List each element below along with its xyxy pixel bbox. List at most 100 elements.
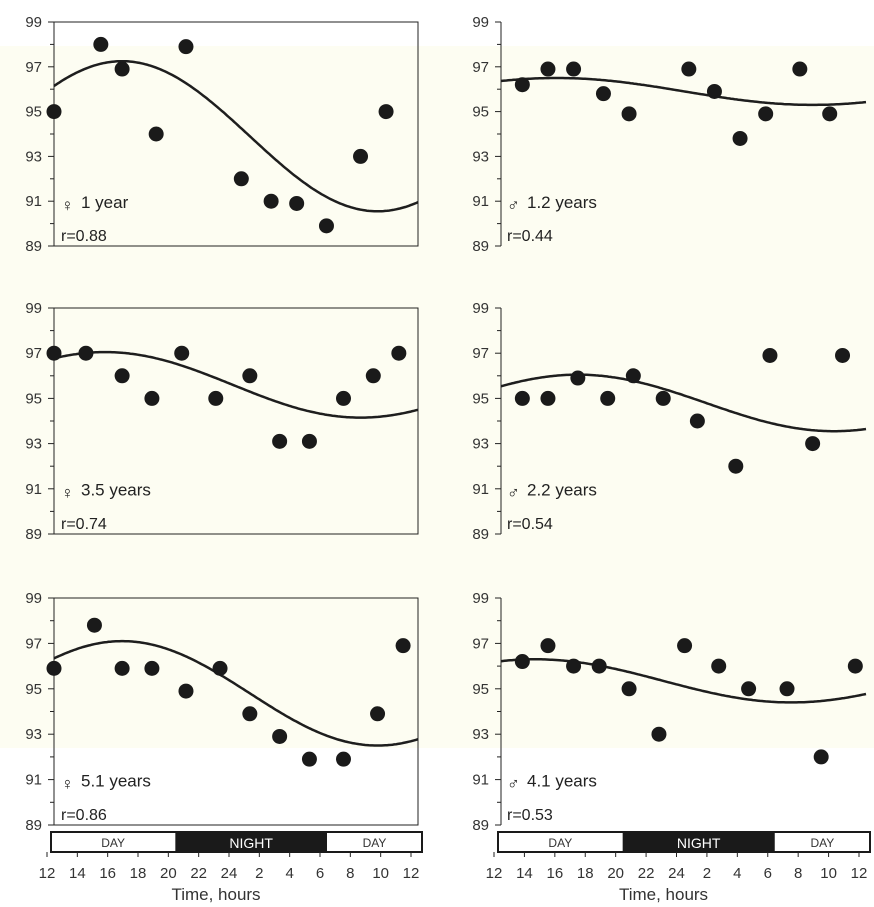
y-tick-label: 97 [472,635,489,652]
data-point [625,368,641,384]
y-tick-label: 93 [25,148,42,165]
y-tick-label: 99 [472,300,489,317]
data-point [600,390,616,406]
data-point [370,706,386,722]
data-point [46,345,62,361]
day-label-left: DAY [548,836,572,850]
data-point [813,749,829,765]
x-tick-label: 22 [190,865,207,882]
y-tick-label: 97 [25,635,42,652]
data-point [758,106,774,122]
data-point [835,347,851,363]
sex-symbol-icon: ♀ [61,774,74,793]
y-tick-label: 95 [25,104,42,121]
x-tick-label: 6 [316,865,324,882]
data-point [689,413,705,429]
data-point [591,658,607,674]
fitted-curve [53,639,419,747]
data-point [395,638,411,654]
y-tick-label: 93 [472,148,489,165]
x-tick-label: 20 [160,865,177,882]
x-tick-label: 6 [764,865,772,882]
x-tick-label: 12 [486,865,503,882]
x-axis-title: Time, hours [171,885,260,904]
correlation-label: r=0.54 [507,516,553,533]
data-point [762,347,778,363]
data-point [208,390,224,406]
y-tick-label: 99 [472,14,489,31]
data-point [114,660,130,676]
y-tick-label: 97 [472,59,489,76]
y-tick-label: 89 [472,526,489,543]
sex-symbol-icon: ♂ [507,196,520,215]
y-tick-label: 91 [472,772,489,789]
data-point [728,458,744,474]
y-tick-label: 99 [25,14,42,31]
data-point [353,148,369,164]
data-point [779,681,795,697]
x-tick-label: 14 [516,865,533,882]
sex-symbol-icon: ♀ [61,484,74,503]
data-point [792,61,808,77]
data-point [335,751,351,767]
data-point [391,345,407,361]
y-tick-label: 91 [25,772,42,789]
data-point [365,368,381,384]
night-segment [622,832,775,852]
data-point [114,61,130,77]
x-tick-label: 24 [221,865,238,882]
data-point [144,660,160,676]
data-point [741,681,757,697]
y-tick-label: 93 [25,436,42,453]
y-tick-label: 97 [472,345,489,362]
data-point [805,436,821,452]
x-tick-label: 14 [69,865,86,882]
x-tick-label: 22 [638,865,655,882]
data-point [711,658,727,674]
y-tick-label: 95 [472,104,489,121]
x-tick-label: 12 [403,865,420,882]
x-tick-label: 20 [607,865,624,882]
data-point [621,106,637,122]
data-point [514,77,530,93]
day-label-right: DAY [810,836,834,850]
x-tick-label: 2 [255,865,263,882]
data-point [78,345,94,361]
sex-symbol-icon: ♂ [507,484,520,503]
data-point [706,83,722,99]
data-point [46,660,62,676]
y-tick-label: 93 [472,726,489,743]
age-label: 3.5 years [81,481,151,500]
correlation-label: r=0.44 [507,228,553,245]
age-label: 1.2 years [527,193,597,212]
data-point [621,681,637,697]
data-point [335,390,351,406]
data-point [242,706,258,722]
data-point [178,683,194,699]
x-tick-label: 4 [733,865,741,882]
x-tick-label: 16 [546,865,563,882]
x-tick-label: 12 [851,865,868,882]
data-point [655,390,671,406]
data-point [378,104,394,120]
data-point [148,126,164,142]
correlation-label: r=0.88 [61,228,107,245]
fitted-curve [500,658,867,704]
y-tick-label: 89 [25,817,42,834]
data-point [178,39,194,55]
data-point [677,638,693,654]
age-label: 2.2 years [527,481,597,500]
y-tick-label: 93 [472,436,489,453]
data-point [514,390,530,406]
correlation-label: r=0.53 [507,807,553,824]
age-label: 4.1 years [527,771,597,790]
data-point [301,433,317,449]
data-point [822,106,838,122]
y-tick-label: 95 [472,390,489,407]
x-tick-label: 4 [285,865,293,882]
data-point [681,61,697,77]
data-point [233,171,249,187]
data-point [318,218,334,234]
x-axis-title: Time, hours [619,885,708,904]
y-tick-label: 91 [25,193,42,210]
